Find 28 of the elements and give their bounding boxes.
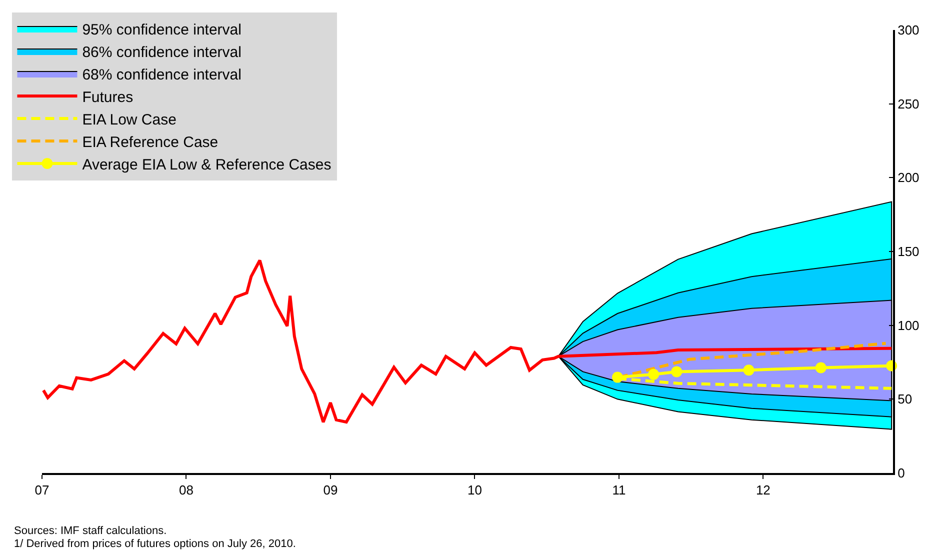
point [743, 364, 754, 376]
x-tick-label: 09 [323, 482, 338, 498]
legend-label: EIA Reference Case [82, 134, 218, 151]
point [671, 366, 682, 378]
x-tick-label: 08 [179, 482, 194, 498]
line-series [42, 258, 893, 424]
x-tick-label: 11 [612, 482, 626, 498]
y-tick-label: 50 [898, 392, 912, 407]
x-tick-label: 10 [467, 482, 482, 498]
point [815, 362, 826, 374]
y-tick-label: 0 [898, 466, 905, 481]
point [648, 368, 660, 380]
y-tick-label: 250 [898, 96, 920, 112]
legend-label: Futures [82, 88, 134, 106]
legend-label: 68% confidence interval [82, 66, 242, 84]
y-tick-label: 200 [898, 170, 920, 186]
legend-label: Average EIA Low & Reference Cases [82, 156, 332, 174]
legend-label: EIA Low Case [82, 111, 176, 128]
legend-label: 86% confidence interval [82, 44, 242, 61]
y-tick-label: 150 [898, 244, 920, 260]
x-tick-label: 07 [34, 482, 50, 498]
legend-label: 95% confidence interval [82, 21, 242, 38]
text: 1/ Derived from prices of futures options on July 26, 2010. [14, 538, 296, 550]
y-tick-label: 100 [898, 318, 920, 333]
point [612, 372, 624, 383]
x-tick-label: 12 [756, 482, 770, 498]
source-note: Sources: IMF staff calculations. [14, 525, 167, 537]
y-tick-label: 300 [898, 22, 920, 38]
